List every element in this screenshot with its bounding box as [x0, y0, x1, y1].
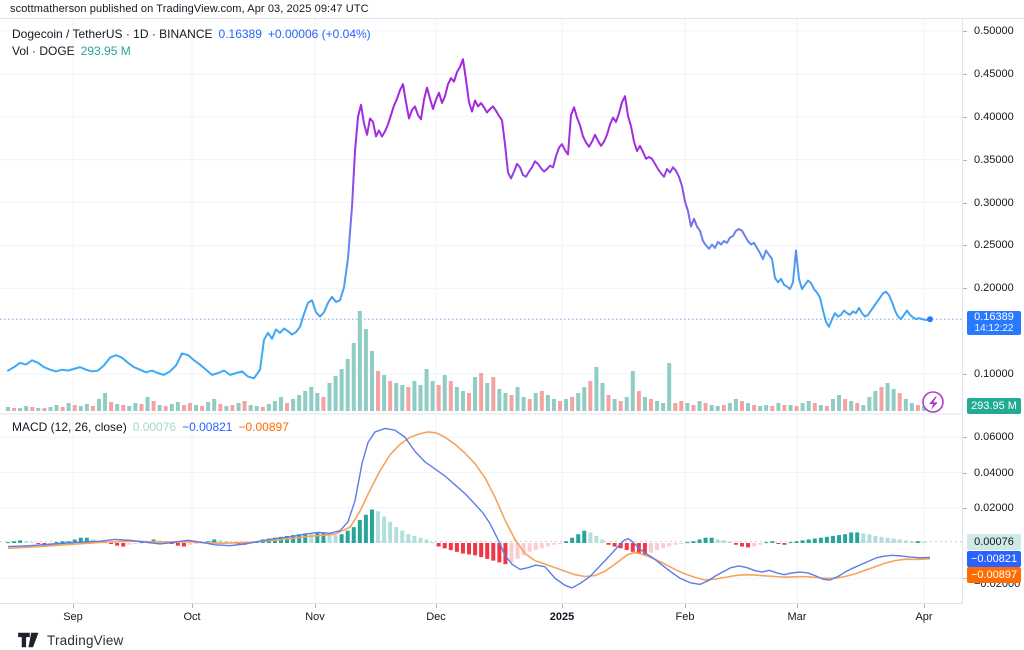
last-price-badge-value: 0.16389	[974, 311, 1014, 323]
footer-brand[interactable]: TradingView	[18, 631, 124, 649]
time-tick	[685, 604, 686, 608]
time-tick	[797, 604, 798, 608]
macd-legend-label: MACD (12, 26, close)	[12, 420, 127, 434]
time-tick-label: Dec	[426, 611, 446, 623]
macd-legend: MACD (12, 26, close) 0.00076 −0.00821 −0.00…	[12, 420, 289, 434]
axis-tick-label: 0.06000	[974, 431, 1014, 443]
bar-countdown: 14:12:22	[974, 323, 1014, 334]
axis-tick-label: 0.45000	[974, 68, 1014, 80]
tradingview-brand-text: TradingView	[47, 632, 124, 648]
publish-attribution: scottmatherson published on TradingView.…	[10, 3, 369, 15]
axis-tick-label: 0.04000	[974, 467, 1014, 479]
last-price-badge: 0.16389 14:12:22	[967, 311, 1021, 335]
time-tick-label: Feb	[675, 611, 695, 623]
price-change-value: +0.00006 (+0.04%)	[267, 27, 371, 41]
time-tick	[436, 604, 437, 608]
axis-tick-label: 0.25000	[974, 239, 1014, 251]
axis-tick	[963, 31, 967, 32]
last-price-value: 0.16389	[218, 27, 262, 41]
axis-tick-label: 0.02000	[974, 502, 1014, 514]
time-tick	[315, 604, 316, 608]
macd-hist-badge: 0.00076	[967, 534, 1021, 550]
axis-tick	[963, 117, 967, 118]
time-tick-label: 2025	[549, 611, 575, 623]
axis-tick	[963, 203, 967, 204]
time-tick	[192, 604, 193, 608]
axis-tick-label: 0.30000	[974, 197, 1014, 209]
axis-tick	[963, 245, 967, 246]
macd-line-value: −0.00821	[182, 420, 233, 434]
price-chart-canvas[interactable]	[0, 19, 962, 604]
volume-badge: 293.95 M	[967, 398, 1021, 414]
tradingview-logo-icon	[18, 632, 39, 648]
axis-tick	[963, 508, 967, 509]
axis-tick-label: 0.50000	[974, 25, 1014, 37]
macd-line-badge: −0.00821	[967, 551, 1021, 567]
macd-hist-value: 0.00076	[132, 420, 177, 434]
macd-signal-badge: −0.00897	[967, 567, 1021, 583]
axis-tick-label: 0.40000	[974, 111, 1014, 123]
axis-tick	[963, 74, 967, 75]
time-tick-label: Sep	[63, 611, 83, 623]
macd-signal-value: −0.00897	[238, 420, 289, 434]
symbol-legend: Dogecoin / TetherUS · 1D · BINANCE 0.1638…	[12, 26, 371, 60]
axis-tick	[963, 473, 967, 474]
volume-legend-label: Vol · DOGE	[12, 44, 75, 58]
axis-tick-label: 0.35000	[974, 154, 1014, 166]
time-tick-label: Nov	[305, 611, 325, 623]
chart-frame: Dogecoin / TetherUS · 1D · BINANCE 0.1638…	[0, 18, 1024, 604]
axis-tick	[963, 160, 967, 161]
axis-tick-label: 0.20000	[974, 282, 1014, 294]
axis-tick	[963, 578, 967, 579]
axis-tick	[963, 437, 967, 438]
time-tick-label: Mar	[787, 611, 807, 623]
time-tick-label: Oct	[183, 611, 201, 623]
time-tick	[73, 604, 74, 608]
time-scale-axis[interactable]: Sep Oct Nov Dec 2025 Feb Mar Apr	[0, 603, 1024, 628]
price-scale-axis[interactable]: 0.16389 14:12:22 293.95 M 0.00076 −0.008…	[962, 19, 1024, 604]
time-tick	[924, 604, 925, 608]
axis-tick-label: 0.10000	[974, 368, 1014, 380]
axis-tick	[963, 288, 967, 289]
boost-lightning-icon[interactable]	[922, 391, 944, 413]
axis-tick	[963, 374, 967, 375]
time-tick-label: Apr	[915, 611, 933, 623]
time-tick	[562, 604, 563, 608]
symbol-title: Dogecoin / TetherUS · 1D · BINANCE	[12, 27, 213, 41]
volume-legend-value: 293.95 M	[80, 44, 131, 58]
